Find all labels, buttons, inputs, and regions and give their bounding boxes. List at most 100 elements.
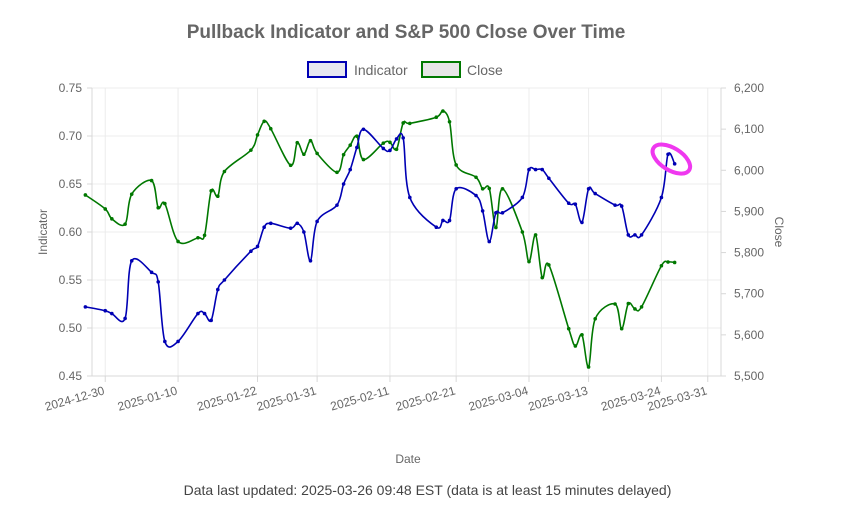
data-point-close[interactable] — [176, 239, 180, 244]
data-point-close[interactable] — [580, 333, 584, 337]
data-point-indicator[interactable] — [580, 220, 584, 225]
data-point-close[interactable] — [381, 141, 386, 145]
data-point-indicator[interactable] — [103, 308, 108, 313]
data-point-indicator[interactable] — [500, 211, 505, 215]
data-point-close[interactable] — [394, 147, 399, 152]
data-point-close[interactable] — [268, 126, 273, 131]
data-point-close[interactable] — [494, 225, 498, 230]
data-point-close[interactable] — [666, 260, 670, 264]
data-point-close[interactable] — [401, 121, 405, 125]
data-point-close[interactable] — [341, 152, 346, 157]
data-point-close[interactable] — [454, 163, 458, 167]
data-point-indicator[interactable] — [129, 259, 134, 263]
data-point-indicator[interactable] — [573, 202, 578, 206]
data-point-indicator[interactable] — [302, 230, 306, 234]
data-point-close[interactable] — [216, 194, 220, 199]
data-point-close[interactable] — [633, 307, 637, 311]
data-point-indicator[interactable] — [381, 146, 386, 151]
data-point-close[interactable] — [639, 305, 644, 309]
data-point-indicator[interactable] — [633, 233, 637, 237]
data-point-indicator[interactable] — [474, 193, 478, 198]
data-point-close[interactable] — [593, 317, 597, 321]
data-point-close[interactable] — [222, 169, 227, 174]
data-point-close[interactable] — [474, 175, 478, 180]
data-point-indicator[interactable] — [355, 145, 359, 150]
data-point-close[interactable] — [408, 121, 412, 126]
data-point-close[interactable] — [487, 186, 492, 191]
data-point-indicator[interactable] — [586, 187, 591, 191]
data-point-close[interactable] — [308, 138, 313, 143]
data-point-indicator[interactable] — [196, 311, 200, 316]
data-point-close[interactable] — [348, 143, 353, 147]
data-point-indicator[interactable] — [494, 211, 498, 215]
data-point-indicator[interactable] — [268, 221, 273, 226]
data-point-indicator[interactable] — [288, 226, 293, 230]
data-point-close[interactable] — [110, 217, 114, 221]
data-point-indicator[interactable] — [315, 219, 319, 224]
data-point-indicator[interactable] — [83, 305, 88, 309]
data-point-indicator[interactable] — [341, 182, 346, 186]
data-point-close[interactable] — [295, 140, 300, 145]
data-point-indicator[interactable] — [262, 225, 266, 229]
data-point-indicator[interactable] — [308, 259, 313, 263]
data-point-indicator[interactable] — [441, 218, 445, 223]
data-point-close[interactable] — [540, 275, 545, 280]
data-point-close[interactable] — [533, 233, 538, 237]
data-point-indicator[interactable] — [295, 221, 300, 226]
data-point-close[interactable] — [361, 157, 366, 162]
data-point-indicator[interactable] — [401, 136, 405, 140]
data-point-close[interactable] — [302, 152, 306, 157]
data-point-close[interactable] — [249, 148, 253, 152]
data-point-indicator[interactable] — [255, 244, 260, 249]
data-point-indicator[interactable] — [222, 278, 227, 282]
data-point-close[interactable] — [500, 187, 505, 191]
data-point-indicator[interactable] — [249, 249, 253, 253]
data-point-close[interactable] — [123, 222, 127, 226]
data-point-indicator[interactable] — [335, 203, 339, 207]
data-point-indicator[interactable] — [176, 339, 180, 344]
data-point-close[interactable] — [447, 119, 452, 124]
data-point-close[interactable] — [156, 205, 161, 210]
data-point-indicator[interactable] — [447, 218, 452, 223]
data-point-indicator[interactable] — [639, 233, 644, 237]
data-point-close[interactable] — [103, 207, 108, 211]
data-point-close[interactable] — [355, 134, 359, 138]
data-point-close[interactable] — [566, 326, 571, 331]
data-point-close[interactable] — [335, 170, 339, 175]
data-point-indicator[interactable] — [619, 204, 624, 208]
data-point-close[interactable] — [527, 259, 531, 264]
data-point-close[interactable] — [196, 235, 200, 240]
data-point-close[interactable] — [129, 192, 134, 196]
data-point-indicator[interactable] — [434, 225, 439, 229]
data-point-close[interactable] — [262, 119, 266, 124]
data-point-indicator[interactable] — [547, 176, 551, 181]
data-point-close[interactable] — [209, 189, 213, 193]
data-point-close[interactable] — [315, 151, 319, 156]
data-point-close[interactable] — [672, 260, 677, 265]
data-point-close[interactable] — [547, 263, 551, 267]
data-point-indicator[interactable] — [454, 187, 458, 191]
data-point-close[interactable] — [626, 301, 631, 306]
data-point-indicator[interactable] — [149, 270, 154, 275]
data-point-indicator[interactable] — [533, 167, 538, 172]
data-point-indicator[interactable] — [520, 195, 525, 200]
data-point-indicator[interactable] — [202, 311, 207, 316]
data-point-indicator[interactable] — [209, 318, 213, 323]
data-point-close[interactable] — [163, 201, 167, 206]
data-point-indicator[interactable] — [593, 191, 597, 196]
data-point-indicator[interactable] — [672, 162, 677, 166]
data-point-indicator[interactable] — [666, 152, 670, 157]
data-point-indicator[interactable] — [110, 311, 114, 316]
data-point-indicator[interactable] — [163, 339, 167, 344]
data-point-indicator[interactable] — [480, 209, 485, 213]
legend-item-indicator[interactable]: Indicator — [307, 61, 408, 78]
data-point-close[interactable] — [480, 187, 485, 191]
data-point-close[interactable] — [434, 115, 439, 120]
data-point-indicator[interactable] — [394, 137, 399, 141]
data-point-indicator[interactable] — [348, 167, 353, 172]
data-point-indicator[interactable] — [123, 316, 127, 321]
data-point-close[interactable] — [520, 230, 525, 234]
data-point-indicator[interactable] — [566, 201, 571, 205]
data-point-indicator[interactable] — [659, 195, 664, 200]
data-point-close[interactable] — [659, 263, 664, 268]
